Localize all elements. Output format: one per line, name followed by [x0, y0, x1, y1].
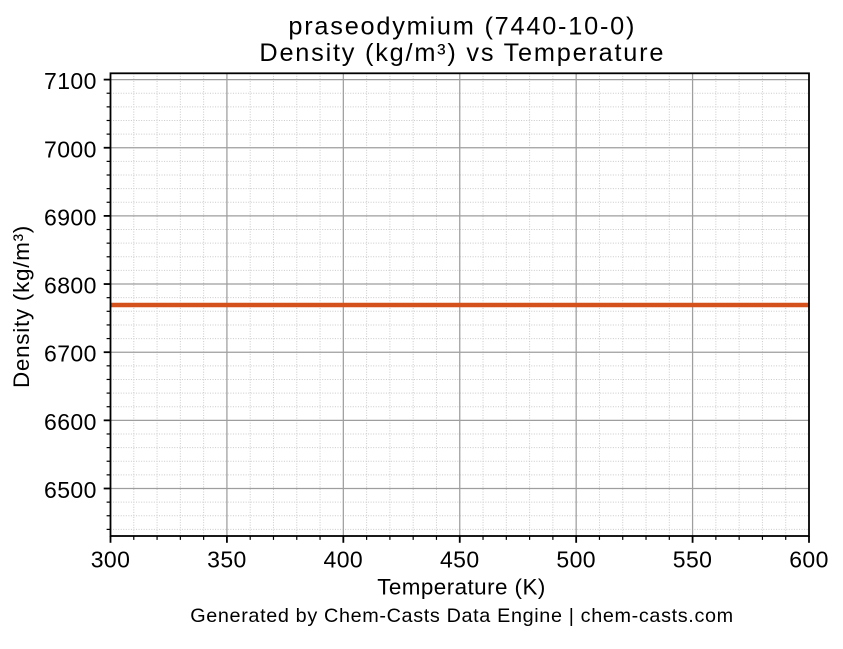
- svg-text:300: 300: [91, 547, 131, 573]
- svg-text:500: 500: [556, 547, 596, 573]
- svg-text:550: 550: [673, 547, 713, 573]
- svg-text:6600: 6600: [44, 409, 97, 435]
- svg-text:450: 450: [440, 547, 480, 573]
- svg-text:praseodymium (7440-10-0): praseodymium (7440-10-0): [288, 12, 636, 40]
- svg-text:7100: 7100: [44, 68, 97, 94]
- svg-text:Generated by Chem-Casts Data E: Generated by Chem-Casts Data Engine | ch…: [190, 605, 734, 627]
- svg-text:6700: 6700: [44, 341, 97, 367]
- svg-text:6500: 6500: [44, 477, 97, 503]
- svg-text:400: 400: [324, 547, 364, 573]
- svg-text:350: 350: [207, 547, 247, 573]
- svg-text:6800: 6800: [44, 273, 97, 299]
- svg-text:600: 600: [789, 547, 829, 573]
- svg-text:7000: 7000: [44, 136, 97, 162]
- svg-text:6900: 6900: [44, 204, 97, 230]
- svg-text:Density (kg/m³): Density (kg/m³): [9, 225, 34, 388]
- svg-text:Density (kg/m³) vs Temperature: Density (kg/m³) vs Temperature: [259, 39, 665, 67]
- svg-text:Temperature (K): Temperature (K): [377, 575, 546, 600]
